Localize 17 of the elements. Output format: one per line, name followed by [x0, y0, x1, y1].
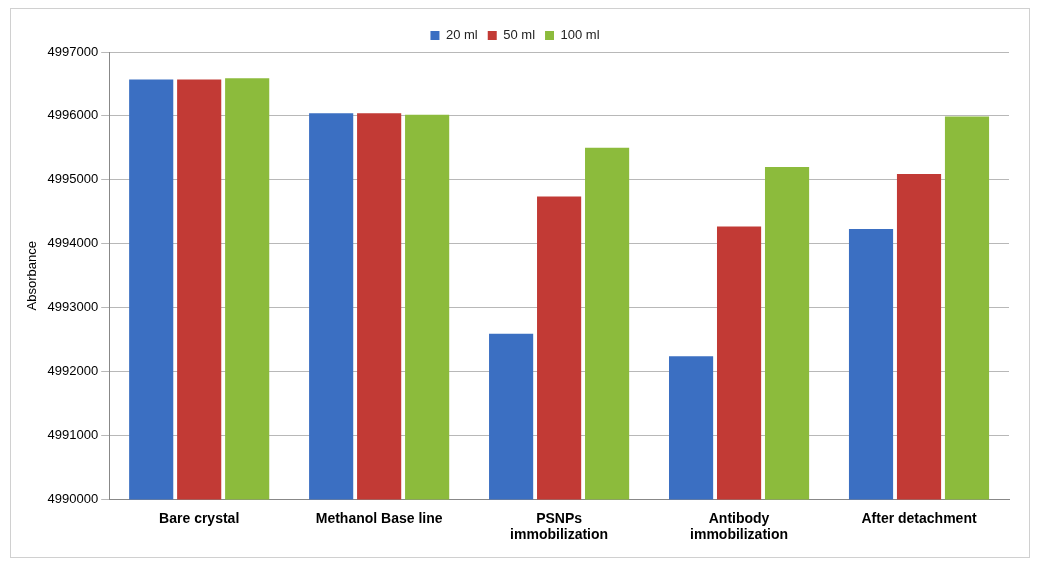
x-tick-label: Methanol Base line	[315, 509, 443, 526]
x-tick-label: Bare crystal	[159, 509, 240, 526]
legend-label: 50 ml	[503, 27, 536, 43]
y-tick-label: 4991000	[47, 427, 99, 443]
x-tick-label: After detachment	[861, 509, 977, 526]
y-tick-label: 4992000	[47, 363, 99, 379]
x-tick-label: PSNPs immobilization	[510, 509, 609, 543]
y-tick-label: 4997000	[47, 43, 99, 59]
y-tick-label: 4996000	[47, 107, 99, 123]
y-tick-label: 4995000	[47, 171, 99, 187]
y-tick-label: 4990000	[47, 490, 99, 506]
x-tick-label: Antibody immobilization	[690, 509, 789, 543]
y-tick-label: 4994000	[47, 235, 99, 251]
y-tick-label: 4993000	[47, 299, 99, 315]
y-axis-title: Absorbance	[24, 241, 40, 311]
legend-label: 100 ml	[560, 27, 600, 43]
legend-label: 20 ml	[445, 27, 478, 43]
